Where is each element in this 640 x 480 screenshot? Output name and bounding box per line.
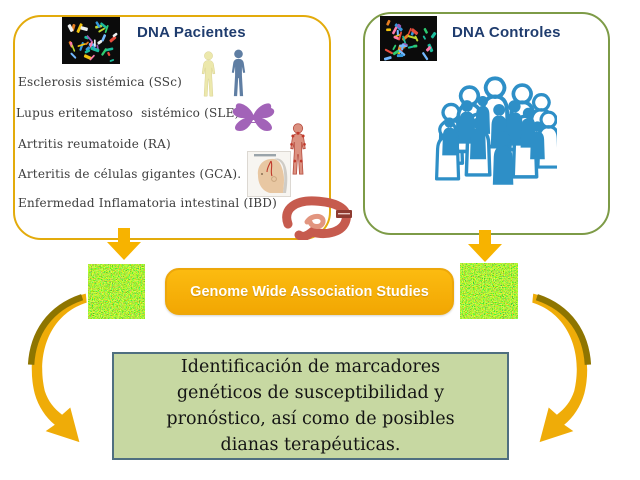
microarray-image [460, 263, 518, 319]
curved-arrow-icon [515, 282, 597, 450]
patients-box-title: DNA Pacientes [137, 24, 246, 41]
disease-label-ibd: Enfermedad Inflamatoria intestinal (IBD) [18, 196, 277, 210]
down-arrow-icon [107, 228, 141, 260]
karyotype-image [380, 16, 437, 61]
intestine-icon [282, 196, 352, 240]
crowd-icon [434, 76, 557, 185]
down-arrow-icon [468, 230, 502, 262]
disease-label-sle: Lupus eritematoso sistémico (SLE) [16, 106, 240, 120]
disease-label-ssc: Esclerosis sistémica (SSc) [18, 75, 183, 89]
disease-label-ra: Artritis reumatoide (RA) [18, 137, 171, 151]
gwas-banner: Genome Wide Association Studies [165, 268, 454, 315]
lupus-butterfly-icon [232, 103, 275, 131]
arthritis-figure-icon [290, 123, 306, 175]
patient-silhouette-yellow-icon [201, 51, 216, 97]
gwas-banner-label: Genome Wide Association Studies [190, 283, 429, 300]
result-text: Identificación de marcadores genéticos d… [166, 357, 455, 455]
controls-box-title: DNA Controles [452, 24, 561, 41]
patient-silhouette-blue-icon [231, 49, 246, 97]
giant-cell-arteritis-head-icon [247, 151, 291, 197]
microarray-image [88, 264, 145, 319]
karyotype-image [62, 17, 120, 64]
result-box: Identificación de marcadores genéticos d… [112, 352, 509, 460]
curved-arrow-icon [22, 282, 104, 450]
disease-label-gca: Arteritis de células gigantes (GCA). [18, 167, 242, 181]
